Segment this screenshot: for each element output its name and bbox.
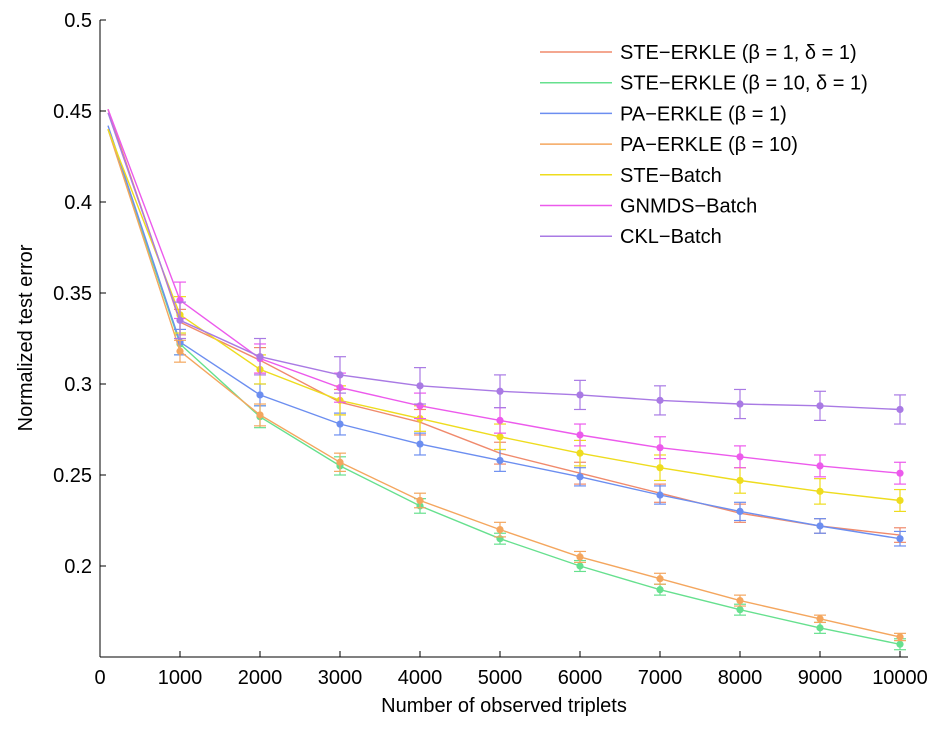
data-point (496, 456, 504, 465)
data-point (256, 353, 264, 361)
data-point (736, 476, 744, 485)
legend-label: PA−ERKLE (β = 10) (620, 134, 798, 156)
data-point (816, 402, 824, 410)
data-point (896, 469, 904, 477)
data-point (496, 416, 504, 424)
legend-item: STE−ERKLE (β = 10, δ = 1) (540, 73, 868, 95)
data-point (496, 526, 504, 534)
legend-label: PA−ERKLE (β = 1) (620, 103, 787, 125)
data-point (656, 396, 664, 404)
data-point (576, 562, 584, 570)
legend-label: STE−ERKLE (β = 10, δ = 1) (620, 73, 868, 95)
y-tick-label: 0.2 (64, 556, 92, 578)
legend-label: GNMDS−Batch (620, 196, 757, 218)
legend-label: STE−ERKLE (β = 1, δ = 1) (620, 42, 857, 64)
x-tick-label: 8000 (718, 667, 763, 689)
y-tick-label: 0.35 (53, 283, 92, 305)
x-axis-title: Number of observed triplets (381, 695, 627, 717)
series-line (107, 128, 901, 502)
y-tick-label: 0.3 (64, 374, 92, 396)
data-point (416, 440, 424, 448)
data-point (496, 387, 504, 395)
data-point (656, 586, 664, 594)
data-point (576, 553, 584, 561)
data-point (576, 391, 584, 399)
data-point (576, 473, 584, 481)
series-line (107, 112, 901, 411)
data-point (816, 462, 824, 470)
data-point (896, 405, 904, 414)
data-point (816, 487, 824, 495)
data-point (496, 433, 504, 441)
data-point (336, 420, 344, 428)
series-6 (107, 112, 906, 425)
data-point (176, 347, 184, 355)
data-point (816, 615, 824, 623)
series-line (107, 128, 901, 638)
y-ticks: 0.2 0.25 0.3 0.35 0.4 0.45 0.5 (53, 10, 106, 578)
legend-item: PA−ERKLE (β = 1) (540, 103, 787, 125)
x-tick-label: 1000 (158, 667, 203, 689)
x-tick-label: 2000 (238, 667, 283, 689)
axes (99, 20, 908, 658)
data-point (736, 596, 744, 605)
data-point (816, 624, 824, 632)
series-line (107, 108, 901, 474)
data-point (256, 391, 264, 399)
data-point (896, 535, 904, 543)
x-tick-label: 4000 (398, 667, 443, 689)
data-point (416, 382, 424, 390)
y-tick-label: 0.45 (53, 101, 92, 123)
legend-label: STE−Batch (620, 165, 722, 187)
data-point (656, 491, 664, 499)
y-axis-title: Normalized test error (15, 244, 37, 431)
data-point (176, 316, 184, 324)
series-4 (107, 128, 906, 512)
x-tick-label: 7000 (638, 667, 683, 689)
series-5 (107, 108, 906, 485)
data-point (736, 400, 744, 408)
legend-item: CKL−Batch (540, 226, 722, 248)
series-3 (107, 128, 906, 642)
x-ticks: 0 1000 2000 3000 4000 5000 6000 7000 8000 9000 100… (94, 651, 928, 689)
series-line (107, 128, 901, 645)
data-point (896, 640, 904, 648)
x-tick-label: 5000 (478, 667, 523, 689)
data-point (336, 371, 344, 379)
x-tick-label: 6000 (558, 667, 603, 689)
legend-item: STE−ERKLE (β = 1, δ = 1) (540, 42, 857, 64)
y-tick-label: 0.4 (64, 192, 92, 214)
data-point (576, 449, 584, 457)
series-layer (107, 108, 906, 651)
legend-item: PA−ERKLE (β = 10) (540, 134, 798, 156)
data-point (896, 633, 904, 641)
y-tick-label: 0.5 (64, 10, 92, 32)
data-point (736, 606, 744, 614)
data-point (656, 575, 664, 583)
x-tick-label: 0 (94, 667, 105, 689)
x-tick-label: 9000 (798, 667, 843, 689)
legend: STE−ERKLE (β = 1, δ = 1) STE−ERKLE (β = 1… (540, 42, 868, 248)
legend-item: GNMDS−Batch (540, 196, 757, 218)
data-point (576, 431, 584, 439)
data-point (336, 458, 344, 466)
data-point (656, 444, 664, 452)
data-point (656, 464, 664, 472)
x-tick-label: 3000 (318, 667, 363, 689)
x-tick-label: 10000 (872, 667, 928, 689)
legend-label: CKL−Batch (620, 226, 722, 248)
series-0 (107, 108, 906, 543)
y-tick-label: 0.25 (53, 465, 92, 487)
series-line (107, 125, 901, 540)
data-point (736, 453, 744, 461)
data-point (816, 522, 824, 530)
data-point (416, 496, 424, 505)
data-point (256, 411, 264, 419)
data-point (896, 496, 904, 505)
data-point (736, 507, 744, 515)
legend-item: STE−Batch (540, 165, 722, 187)
